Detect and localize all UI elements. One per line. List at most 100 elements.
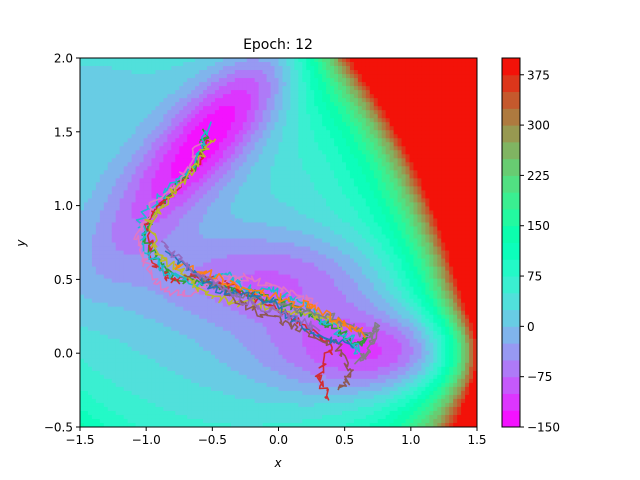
contour-cell [143,370,149,376]
contour-cell [111,422,117,427]
contour-cell [131,182,137,187]
contour-cell [103,338,109,344]
contour-cell [218,250,224,256]
contour-cell [80,302,85,308]
contour-cell [246,230,252,236]
contour-cell [151,362,157,368]
contour-cell [207,190,212,195]
contour-cell [195,126,200,131]
contour-cell [226,330,232,336]
contour-cell [195,106,200,111]
contour-cell [87,210,93,216]
contour-cell [230,182,236,187]
contour-cell [115,230,121,236]
contour-cell [171,410,176,416]
contour-cell [238,350,244,356]
contour-cell [290,138,295,143]
contour-cell [99,418,105,424]
contour-cell [147,174,153,179]
contour-cell [226,342,232,348]
contour-cell [274,202,280,207]
contour-cell [87,350,93,356]
contour-cell [123,194,129,199]
contour-cell [131,418,137,424]
contour-cell [87,354,93,360]
contour-cell [183,350,188,356]
contour-cell [143,150,149,155]
contour-cell [266,330,272,336]
contour-cell [286,110,292,115]
contour-cell [80,402,85,408]
contour-cell [151,330,157,336]
contour-cell [115,402,121,408]
contour-cell [131,386,137,392]
contour-cell [290,238,295,244]
contour-cell [254,406,260,412]
contour-cell [103,342,109,348]
contour-cell [139,362,145,368]
contour-cell [203,170,208,175]
contour-cell [171,238,176,244]
contour-cell [99,126,105,131]
contour-cell [87,174,93,179]
contour-cell [99,374,105,380]
contour-cell [115,330,121,336]
contour-cell [147,66,153,71]
contour-cell [155,406,160,412]
contour-cell [211,78,216,83]
contour-cell [80,342,85,348]
contour-cell [107,366,113,372]
contour-cell [95,286,101,292]
contour-cell [258,374,264,380]
contour-cell [135,130,141,135]
contour-cell [211,234,216,240]
contour-cell [254,198,260,203]
contour-cell [155,214,160,220]
contour-cell [171,402,176,408]
contour-cell [214,394,220,400]
contour-cell [242,362,248,368]
contour-cell [131,70,137,75]
contour-cell [143,130,149,135]
contour-cell [111,110,117,115]
contour-cell [258,98,264,103]
contour-cell [282,202,288,207]
contour-cell [183,270,188,276]
contour-cell [183,398,188,404]
contour-cell [83,114,89,119]
contour-cell [258,390,264,396]
contour-cell [91,294,97,300]
contour-cell [183,206,188,212]
contour-cell [147,258,153,264]
contour-cell [155,254,160,260]
contour-cell [226,254,232,260]
contour-cell [107,326,113,332]
contour-cell [163,346,168,352]
contour-cell [99,282,105,288]
contour-cell [222,138,228,143]
contour-cell [222,214,228,220]
contour-cell [163,390,168,396]
contour-cell [211,270,216,276]
contour-cell [175,414,180,420]
contour-cell [163,394,168,400]
contour-cell [83,378,89,384]
contour-cell [147,398,153,404]
contour-cell [187,394,192,400]
contour-cell [274,262,280,268]
contour-cell [258,118,264,123]
contour-cell [218,210,224,216]
contour-cell [139,82,145,87]
contour-cell [282,242,288,248]
contour-cell [195,322,200,328]
contour-cell [119,226,125,232]
contour-cell [258,242,264,248]
contour-cell [226,198,232,203]
contour-cell [107,266,113,272]
contour-cell [242,150,248,155]
contour-cell [159,106,164,111]
contour-cell [278,246,284,252]
contour-cell [258,222,264,228]
contour-cell [147,78,153,83]
contour-cell [222,58,228,63]
